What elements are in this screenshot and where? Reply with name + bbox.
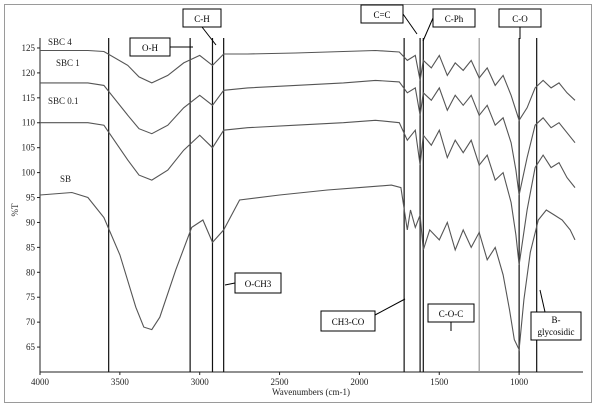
y-tick-label: 85 — [26, 242, 36, 252]
y-tick-label: 115 — [22, 93, 36, 103]
y-tick-label: 105 — [22, 143, 36, 153]
series-label-sb: SB — [60, 174, 71, 184]
annotation-ch3co: CH3-CO — [320, 298, 406, 332]
series-label-sbc1: SBC 1 — [56, 58, 80, 68]
annotation-cc: C=C — [360, 4, 418, 35]
series-label-sbc01: SBC 0.1 — [48, 96, 79, 106]
x-tick-label: 1000 — [510, 377, 529, 387]
x-tick-label: 3000 — [191, 377, 210, 387]
x-axis-title: Wavenumbers (cm-1) — [272, 387, 350, 397]
svg-text:C-H: C-H — [194, 14, 210, 24]
svg-text:C=C: C=C — [373, 10, 390, 20]
svg-text:B-: B- — [552, 315, 561, 325]
annotation-oh: O-H — [129, 37, 193, 57]
annotation-coc: C-O-C — [427, 303, 475, 331]
spectrum-sbc-4 — [40, 49, 576, 122]
annotation-cph: C-Ph — [422, 8, 476, 42]
x-tick-label: 3500 — [111, 377, 130, 387]
spectrum-sbc-0-1 — [40, 119, 576, 265]
spectrum-sbc-1 — [40, 79, 576, 196]
y-tick-label: 100 — [22, 168, 36, 178]
spectra — [39, 49, 576, 352]
x-tick-label: 4000 — [31, 377, 50, 387]
y-tick-label: 80 — [26, 267, 36, 277]
y-tick-label: 120 — [22, 68, 36, 78]
x-tick-label: 2500 — [271, 377, 290, 387]
axes — [39, 38, 583, 373]
y-ticks: 65 70 75 80 85 90 95 100 105 110 115 120 125 — [22, 43, 40, 352]
svg-text:O-CH3: O-CH3 — [245, 279, 272, 289]
x-tick-label: 1500 — [430, 377, 449, 387]
y-tick-label: 90 — [26, 217, 36, 227]
annotation-co: C-O — [498, 8, 542, 39]
annotation-ch: C-H — [182, 8, 222, 46]
svg-text:C-O: C-O — [512, 14, 528, 24]
annotation-och3: O-CH3 — [224, 272, 282, 294]
svg-text:C-Ph: C-Ph — [445, 14, 464, 24]
svg-text:CH3-CO: CH3-CO — [332, 317, 365, 327]
y-tick-label: 110 — [22, 118, 36, 128]
annotation-b-glycosidic: B- glycosidic — [530, 289, 582, 341]
x-ticks: 4000 3500 3000 2500 2000 1500 1000 — [31, 372, 529, 387]
x-tick-label: 2000 — [350, 377, 369, 387]
y-tick-label: 70 — [26, 317, 36, 327]
y-tick-label: 125 — [22, 43, 36, 53]
spectrum-sb — [39, 184, 576, 352]
chart-frame — [4, 4, 592, 403]
y-tick-label: 95 — [26, 193, 36, 203]
y-tick-label: 75 — [26, 292, 36, 302]
y-axis-title: %T — [10, 203, 20, 216]
y-tick-label: 65 — [26, 342, 36, 352]
svg-text:glycosidic: glycosidic — [538, 327, 575, 337]
series-label-sbc4: SBC 4 — [48, 37, 72, 47]
svg-text:O-H: O-H — [142, 43, 158, 53]
svg-text:C-O-C: C-O-C — [439, 309, 464, 319]
